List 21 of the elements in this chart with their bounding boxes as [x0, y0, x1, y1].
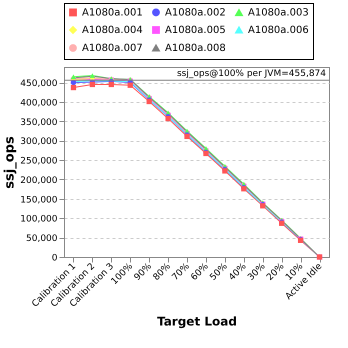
legend-label: A1080a.006: [248, 25, 309, 36]
y-tick-label: 300,000: [20, 137, 58, 148]
legend-label: A1080a.004: [82, 25, 143, 36]
ref-line-label: ssj_ops@100% per JVM=455,874: [176, 69, 326, 80]
y-tick-label: 400,000: [20, 98, 58, 108]
y-tick-label: 150,000: [20, 195, 58, 206]
x-axis-title: Target Load: [157, 314, 237, 329]
legend-label: A1080a.002: [165, 7, 226, 18]
legend-label: A1080a.001: [82, 7, 143, 18]
legend-label: A1080a.005: [165, 25, 226, 36]
y-tick-label: 350,000: [20, 118, 58, 128]
y-tick-label: 0: [52, 254, 58, 264]
legend-label: A1080a.003: [248, 8, 309, 19]
y-tick-label: 450,000: [20, 79, 58, 90]
y-tick-label: 50,000: [26, 234, 58, 244]
y-tick-label: 200,000: [20, 176, 58, 186]
y-axis-title: ssj_ops: [2, 136, 18, 189]
y-tick-label: 250,000: [20, 156, 58, 167]
legend-label: A1080a.008: [165, 43, 226, 54]
legend-label: A1080a.007: [82, 43, 143, 54]
y-tick-label: 100,000: [20, 214, 58, 225]
